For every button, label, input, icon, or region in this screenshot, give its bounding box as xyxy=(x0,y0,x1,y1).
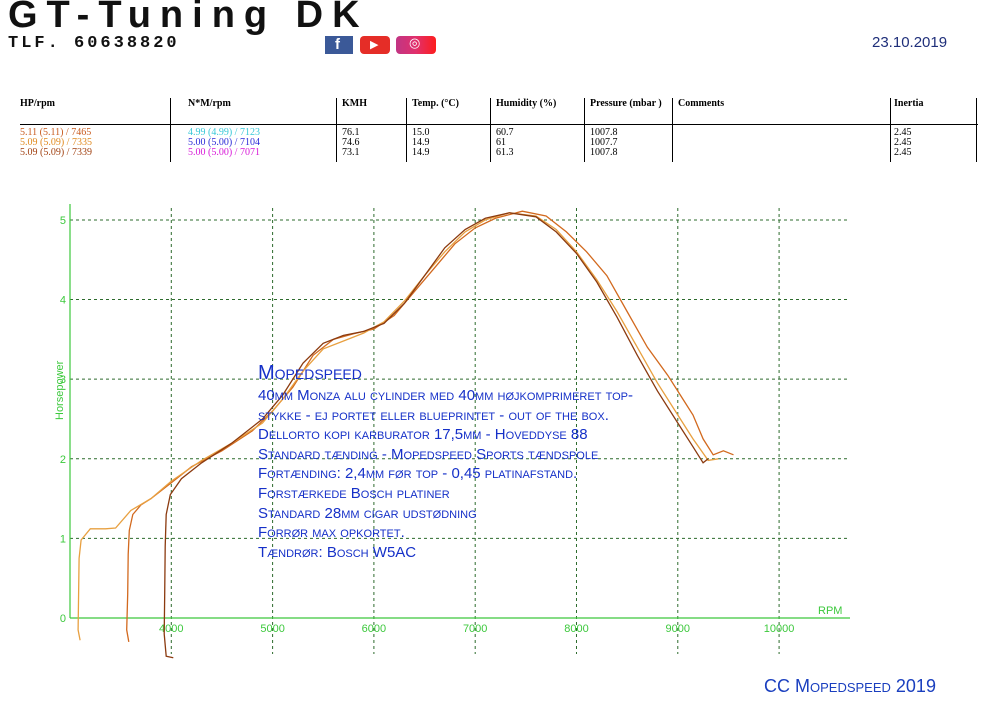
logo-name: GT-Tuning DK xyxy=(8,0,369,36)
table-cell-temp: 15.0 xyxy=(412,127,430,138)
table-cell-pressure: 1007.8 xyxy=(590,147,618,158)
table-cell-humidity: 60.7 xyxy=(496,127,514,138)
x-tick-label: 10000 xyxy=(764,623,795,635)
power-curve xyxy=(163,212,709,659)
notes-title: Mopedspeed xyxy=(258,362,362,384)
chart-tick-labels: 4000 5000 6000 7000 8000 9000 10000 0 1 2 3 4 5 xyxy=(60,215,795,635)
y-tick-label: 0 xyxy=(60,613,66,625)
chart-notes: Mopedspeed 40mm Monza alu cylinder med 4… xyxy=(258,362,633,562)
note-line: Dellorto kopi karburator 17,5mm - Hovedd… xyxy=(258,426,588,444)
x-tick-label: 5000 xyxy=(260,623,284,635)
column-header-kmh: KMH xyxy=(342,98,367,109)
x-tick-label: 6000 xyxy=(362,623,386,635)
column-divider xyxy=(890,98,891,162)
y-tick-label: 3 xyxy=(60,374,66,386)
note-line: Forrør max opkortet. xyxy=(258,524,405,542)
table-cell-nm: 5.00 (5.00) / 7104 xyxy=(188,137,260,148)
dyno-chart: 4000 5000 6000 7000 8000 9000 10000 0 1 2 3 4 5 Hors… xyxy=(54,204,850,659)
chart-grid xyxy=(70,208,850,654)
column-header-inertia: Inertia xyxy=(894,98,924,109)
x-tick-label: 4000 xyxy=(159,623,183,635)
y-tick-label: 4 xyxy=(60,295,66,307)
note-line: 40mm Monza alu cylinder med 40mm højkomp… xyxy=(258,387,634,404)
note-line: Standard 28mm cigar udstødning xyxy=(258,504,477,522)
x-tick-label: 9000 xyxy=(666,623,690,635)
instagram-icon[interactable] xyxy=(396,36,436,54)
table-cell-kmh: 74.6 xyxy=(342,137,360,148)
y-tick-label: 5 xyxy=(60,215,66,227)
logo: GT-Tuning DK TLF. 60638820 xyxy=(0,0,605,72)
table-cell-nm: 4.99 (4.99) / 7123 xyxy=(188,127,260,138)
table-cell-hp: 5.11 (5.11) / 7465 xyxy=(20,127,92,138)
table-cell-inertia: 2.45 xyxy=(894,137,912,148)
column-header-pressure: Pressure (mbar ) xyxy=(590,98,662,109)
y-tick-label: 2 xyxy=(60,454,66,466)
copyright-footer: CC Mopedspeed 2019 xyxy=(764,676,936,696)
column-header-temp: Temp. (°C) xyxy=(412,98,459,109)
logo-phone: TLF. 60638820 xyxy=(8,34,180,53)
report-date: 23.10.2019 xyxy=(872,34,948,51)
facebook-icon[interactable] xyxy=(325,36,353,54)
column-header-hp-rpm: HP/rpm xyxy=(20,98,55,109)
note-line: Forstærkede Bosch platiner xyxy=(258,484,450,502)
table-cell-humidity: 61 xyxy=(496,137,506,148)
column-divider xyxy=(406,98,407,162)
youtube-icon[interactable] xyxy=(360,36,390,54)
column-header-humidity: Humidity (%) xyxy=(496,98,557,109)
x-tick-label: 8000 xyxy=(564,623,588,635)
note-line: stykke - ej portet eller blueprintet - o… xyxy=(258,406,609,424)
x-axis-label: RPM xyxy=(818,605,842,617)
table-cell-hp: 5.09 (5.09) / 7335 xyxy=(20,137,92,148)
table-cell-nm: 5.00 (5.00) / 7071 xyxy=(188,147,260,158)
table-cell-temp: 14.9 xyxy=(412,137,430,148)
y-tick-label: 1 xyxy=(60,533,66,545)
column-divider xyxy=(976,98,977,162)
table-cell-humidity: 61.3 xyxy=(496,147,514,158)
table-cell-kmh: 76.1 xyxy=(342,127,360,138)
column-divider xyxy=(584,98,585,162)
note-line: Fortænding: 2,4mm før top - 0,45 platina… xyxy=(258,465,578,483)
column-divider xyxy=(490,98,491,162)
column-header-comments: Comments xyxy=(678,98,725,109)
column-divider xyxy=(672,98,673,162)
chart-series xyxy=(77,210,734,659)
table-cell-hp: 5.09 (5.09) / 7339 xyxy=(20,147,92,158)
chart-axes xyxy=(69,204,850,619)
column-divider xyxy=(170,98,171,162)
column-header-nm-rpm: N*M/rpm xyxy=(188,98,231,109)
table-header-rule xyxy=(20,124,978,125)
table-cell-pressure: 1007.8 xyxy=(590,127,618,138)
note-line: Tændrør: Bosch W5AC xyxy=(258,543,417,561)
table-cell-pressure: 1007.7 xyxy=(590,137,618,148)
power-curve xyxy=(77,212,719,641)
column-divider xyxy=(336,98,337,162)
y-axis-label: Horsepower xyxy=(54,360,66,420)
note-line: Standard tænding - Mopedspeed Sports tæn… xyxy=(258,445,599,463)
table-cell-temp: 14.9 xyxy=(412,147,430,158)
table-cell-kmh: 73.1 xyxy=(342,147,360,158)
x-tick-label: 7000 xyxy=(463,623,487,635)
table-cell-inertia: 2.45 xyxy=(894,147,912,158)
table-cell-inertia: 2.45 xyxy=(894,127,912,138)
